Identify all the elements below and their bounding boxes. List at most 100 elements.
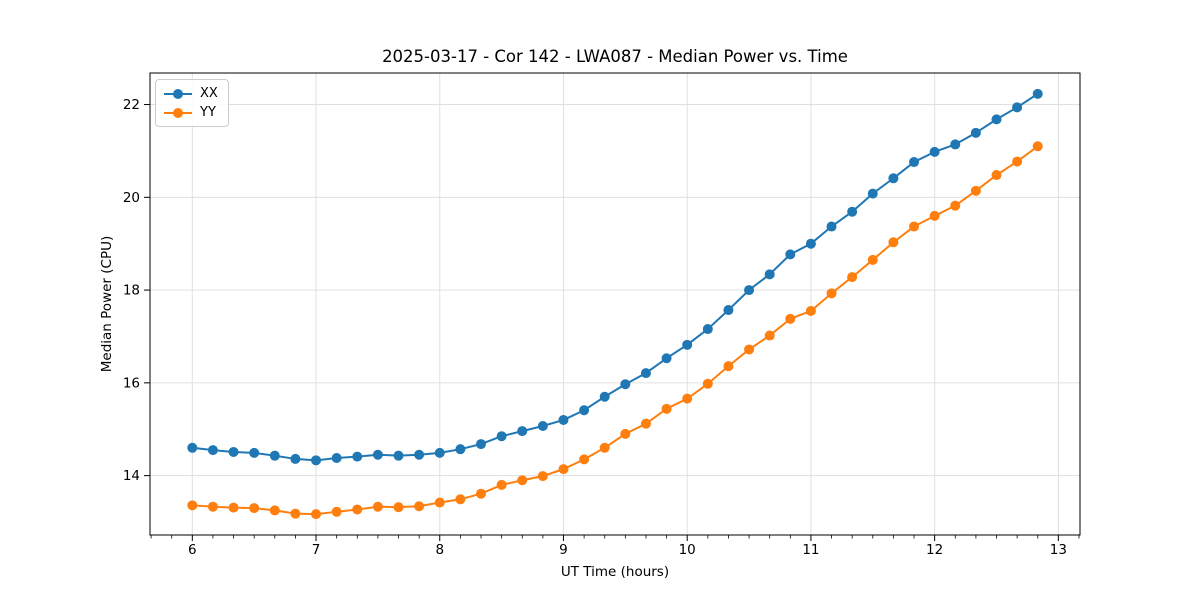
data-point-xx — [537, 420, 548, 431]
y-tick-label: 14 — [123, 468, 140, 484]
series-line-xx — [192, 93, 1039, 462]
data-point-xx — [723, 305, 734, 316]
legend-label-xx: XX — [200, 86, 218, 101]
data-point-yy — [950, 200, 961, 211]
legend-entry-yy: YY — [163, 103, 218, 122]
data-point-xx — [744, 285, 755, 296]
legend-line-marker-icon — [164, 88, 192, 99]
data-point-xx — [1012, 102, 1023, 113]
data-point-yy — [311, 509, 322, 520]
data-point-xx — [187, 442, 198, 453]
chart-title: 2025-03-17 - Cor 142 - LWA087 - Median P… — [382, 47, 848, 66]
data-point-yy — [558, 464, 569, 475]
data-point-yy — [847, 272, 858, 283]
x-tick-label: 11 — [802, 542, 819, 558]
data-point-xx — [950, 139, 961, 150]
data-point-xx — [517, 426, 528, 437]
data-point-xx — [599, 391, 610, 402]
data-point-xx — [682, 339, 693, 350]
data-point-xx — [290, 453, 301, 464]
data-point-xx — [867, 188, 878, 199]
data-point-xx — [620, 379, 631, 390]
y-tick-label: 18 — [123, 283, 140, 299]
data-point-yy — [723, 361, 734, 372]
x-tick-label: 10 — [679, 542, 696, 558]
data-point-xx — [909, 157, 920, 168]
data-point-yy — [867, 254, 878, 265]
data-point-xx — [640, 368, 651, 379]
data-point-xx — [372, 449, 383, 460]
legend-label-yy: YY — [200, 105, 216, 120]
legend-entry-xx: XX — [163, 84, 218, 103]
data-point-yy — [702, 378, 713, 389]
data-point-xx — [579, 405, 590, 416]
data-point-yy — [537, 471, 548, 482]
data-point-yy — [331, 506, 342, 517]
data-point-yy — [682, 393, 693, 404]
data-point-yy — [599, 442, 610, 453]
data-point-xx — [1032, 88, 1043, 99]
data-point-yy — [517, 475, 528, 486]
data-point-yy — [475, 488, 486, 499]
data-point-xx — [331, 453, 342, 463]
data-point-yy — [888, 237, 899, 248]
data-point-yy — [620, 428, 631, 439]
data-point-xx — [558, 414, 569, 425]
data-point-yy — [661, 403, 672, 414]
data-point-xx — [249, 447, 260, 458]
data-point-yy — [372, 501, 383, 512]
data-point-xx — [207, 445, 218, 456]
data-point-yy — [929, 210, 940, 221]
data-point-yy — [970, 185, 981, 196]
data-point-xx — [414, 449, 425, 460]
data-point-yy — [228, 502, 239, 513]
data-point-yy — [207, 501, 218, 512]
data-point-xx — [888, 173, 899, 184]
data-point-xx — [991, 114, 1002, 125]
data-point-yy — [744, 344, 755, 355]
legend-line-marker-icon — [164, 107, 192, 118]
data-point-xx — [847, 206, 858, 217]
data-point-yy — [909, 221, 920, 232]
data-point-yy — [249, 503, 260, 514]
y-tick-label: 20 — [123, 190, 140, 206]
data-point-xx — [352, 451, 363, 462]
data-point-yy — [187, 500, 198, 511]
data-point-yy — [496, 479, 507, 490]
x-axis-label: UT Time (hours) — [560, 564, 670, 580]
y-tick-label: 16 — [123, 375, 140, 391]
data-point-xx — [269, 450, 280, 461]
data-point-xx — [475, 439, 486, 450]
data-point-yy — [434, 497, 445, 508]
legend: XX YY — [155, 79, 229, 127]
data-point-xx — [228, 446, 239, 457]
data-point-yy — [393, 502, 404, 513]
data-point-xx — [702, 324, 713, 335]
data-point-yy — [764, 330, 775, 341]
data-point-yy — [805, 305, 816, 316]
data-point-xx — [764, 269, 775, 280]
x-tick-label: 8 — [435, 542, 444, 558]
data-point-yy — [991, 170, 1002, 181]
data-point-yy — [290, 508, 301, 519]
data-point-xx — [661, 353, 672, 364]
data-point-yy — [414, 501, 425, 512]
x-tick-label: 9 — [559, 542, 568, 558]
data-point-yy — [579, 454, 590, 465]
data-point-xx — [434, 447, 445, 458]
y-tick-label: 22 — [123, 97, 140, 113]
plot-border — [149, 72, 1081, 536]
data-point-yy — [352, 504, 363, 515]
data-point-xx — [455, 444, 466, 455]
y-axis-label: Median Power (CPU) — [99, 235, 115, 373]
data-point-xx — [496, 431, 507, 442]
data-point-yy — [1012, 156, 1023, 167]
data-point-xx — [311, 455, 322, 466]
data-point-xx — [929, 146, 940, 157]
x-tick-label: 7 — [312, 542, 321, 558]
data-point-xx — [393, 450, 404, 461]
data-point-xx — [970, 127, 981, 138]
x-tick-label: 12 — [926, 542, 943, 558]
